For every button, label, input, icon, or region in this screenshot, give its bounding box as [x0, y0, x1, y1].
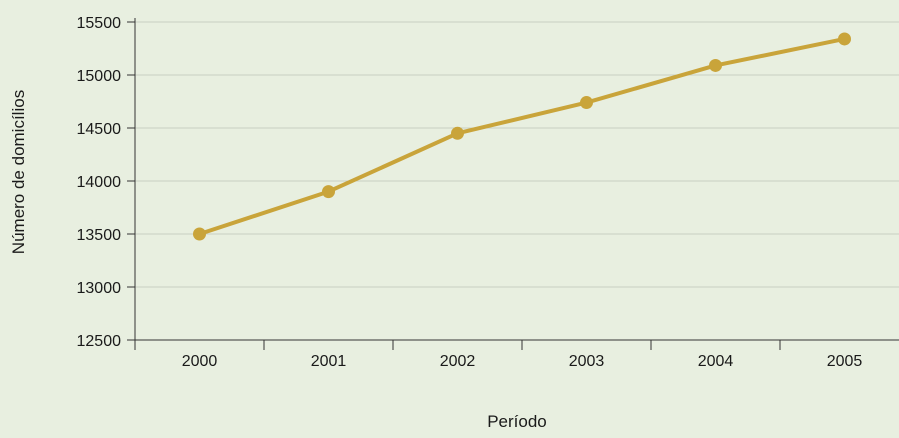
data-point-2003 [580, 96, 593, 110]
gridlines [135, 21, 899, 341]
y-tick-label: 13500 [77, 227, 122, 244]
x-tick-label: 2003 [569, 353, 605, 370]
x-tick-label: 2004 [698, 353, 734, 370]
axes [127, 18, 899, 350]
x-tick-label: 2000 [182, 353, 218, 370]
data-point-2005 [838, 32, 851, 46]
x-axis-title: Período [487, 412, 547, 431]
data-series [193, 32, 851, 241]
y-tick-label: 12500 [77, 333, 122, 350]
x-tick-label: 2005 [827, 353, 863, 370]
data-point-2000 [193, 227, 206, 241]
y-tick-label: 14500 [77, 121, 122, 138]
data-point-2004 [709, 58, 722, 72]
x-tick-label: 2001 [311, 353, 347, 370]
data-point-2002 [451, 126, 464, 140]
y-tick-labels: 12500 13000 13500 14000 14500 15000 15500 [77, 15, 122, 350]
y-axis-title: Número de domicílios [9, 90, 28, 254]
y-tick-label: 15500 [77, 15, 122, 32]
x-tick-labels: 2000 2001 2002 2003 2004 2005 [182, 353, 863, 370]
y-tick-label: 15000 [77, 68, 122, 85]
data-point-2001 [322, 185, 335, 199]
y-tick-label: 13000 [77, 280, 122, 297]
y-tick-label: 14000 [77, 174, 122, 191]
x-tick-label: 2002 [440, 353, 476, 370]
series-line [197, 36, 847, 236]
